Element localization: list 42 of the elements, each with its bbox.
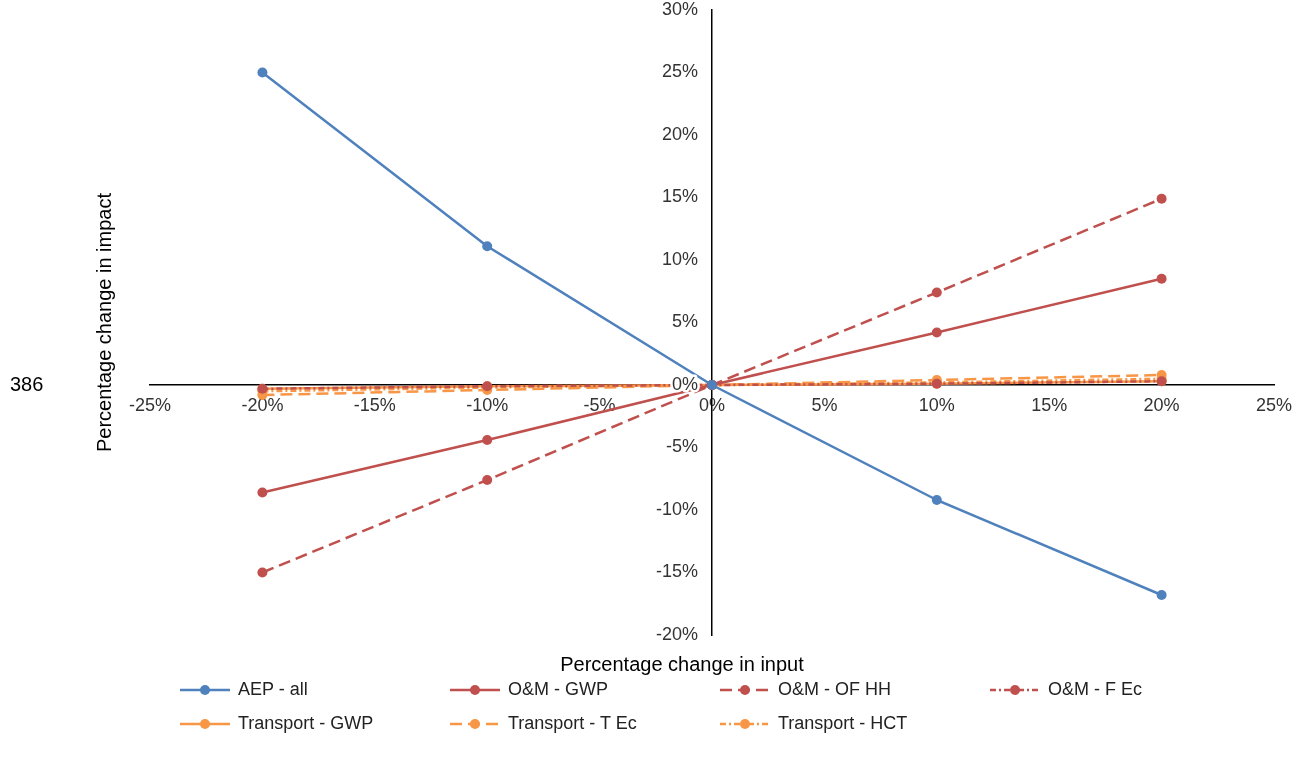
x-tick-label: 10%	[918, 394, 955, 415]
x-tick-label: -20%	[241, 394, 284, 415]
x-tick-label: 20%	[1143, 394, 1180, 415]
y-tick-label: 5%	[671, 311, 698, 332]
point	[257, 487, 268, 498]
y-tick-label: -5%	[665, 436, 698, 457]
legend-label: Transport - HCT	[778, 712, 908, 733]
point	[1156, 193, 1167, 204]
legend-label: AEP - all	[238, 678, 308, 699]
point	[482, 435, 493, 445]
x-tick-label: 5%	[811, 394, 838, 415]
point	[482, 475, 493, 485]
x-tick-label: 15%	[1031, 394, 1068, 415]
y-tick-label: -10%	[655, 498, 698, 519]
point	[257, 567, 268, 578]
x-tick-label: -25%	[128, 394, 172, 415]
x-tick-label: -5%	[583, 394, 616, 415]
legend-label: O&M - F Ec	[1048, 678, 1142, 699]
legend-label: O&M - OF HH	[778, 678, 891, 699]
y-tick-label: 25%	[661, 61, 698, 82]
x-tick-label: -10%	[466, 394, 509, 415]
point	[931, 287, 942, 298]
point	[931, 495, 942, 505]
x-axis-title: Percentage change in input	[560, 652, 805, 675]
x-tick-label: 25%	[1255, 394, 1293, 415]
legend-label: Transport - T Ec	[508, 712, 637, 733]
y-axis-title: Percentage change in impact	[92, 192, 115, 453]
legend-label: Transport - GWP	[238, 712, 374, 733]
y-tick-label: -20%	[655, 623, 698, 644]
point	[482, 241, 493, 252]
y-tick-label: 10%	[661, 248, 698, 269]
y-tick-label: 30%	[661, 0, 698, 19]
point	[1156, 273, 1167, 284]
y-tick-label: -15%	[655, 561, 698, 582]
text: 386	[10, 372, 44, 395]
point	[257, 67, 268, 78]
x-tick-label: -15%	[353, 394, 396, 415]
y-tick-label: 20%	[661, 123, 698, 144]
point	[931, 327, 942, 338]
point	[1156, 590, 1167, 600]
legend-label: O&M - GWP	[508, 678, 608, 699]
y-tick-label: 15%	[661, 186, 698, 207]
